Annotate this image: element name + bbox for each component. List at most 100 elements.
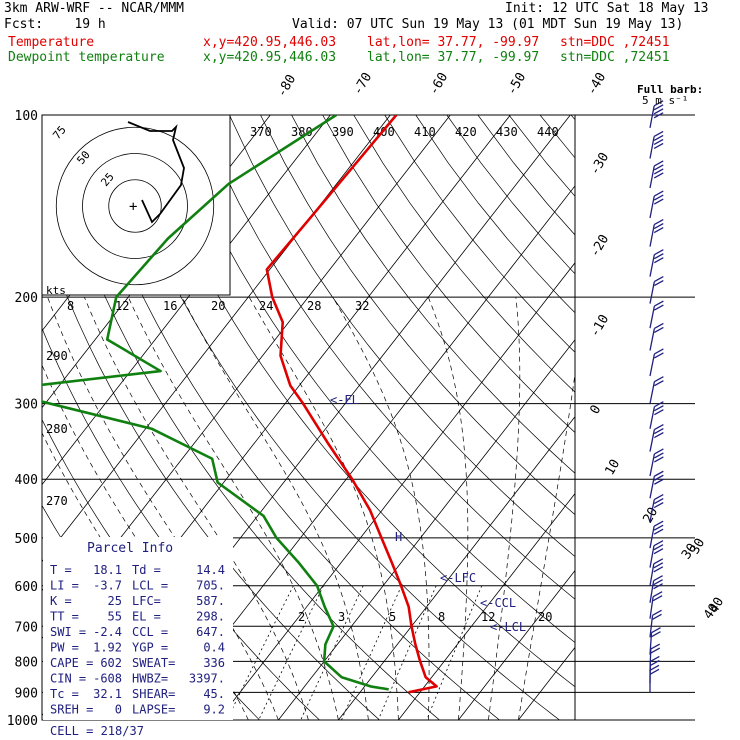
parcel-row-value-2: 0.4 bbox=[203, 641, 225, 655]
wind-barb-flag bbox=[653, 164, 664, 171]
dry-adiabat-line bbox=[198, 115, 575, 600]
hodograph-center-mark: + bbox=[129, 199, 137, 215]
wind-barb bbox=[649, 249, 664, 277]
wind-barb-flag bbox=[654, 280, 664, 287]
wind-barb-flag bbox=[653, 558, 664, 565]
legend-dewpoint-xy: x,y=420.95,446.03 bbox=[203, 50, 337, 65]
moist-adiabat-line bbox=[427, 296, 469, 720]
wind-barb-flag bbox=[653, 520, 664, 527]
isotherm-tick-label: 0 bbox=[587, 403, 604, 417]
theta-e-tick-label: 410 bbox=[414, 125, 436, 139]
legend-dewpoint-latlon: lat,lon= 37.77, -99.97 bbox=[367, 50, 540, 65]
dry-adiabat-line bbox=[260, 115, 575, 516]
parcel-row-label-2: HWBZ= bbox=[132, 672, 168, 686]
wind-barb-flag bbox=[653, 108, 664, 115]
wind-barb-staff bbox=[649, 353, 656, 377]
wind-barb-flag bbox=[653, 583, 663, 590]
full-barb-label: Full barb: bbox=[637, 83, 703, 96]
parcel-row-value: 55 bbox=[108, 610, 122, 624]
wind-barb-flag bbox=[653, 575, 663, 582]
wind-barb-staff bbox=[649, 596, 654, 619]
wind-barb-staff bbox=[649, 254, 655, 277]
wind-barb-flag bbox=[654, 456, 664, 463]
wind-barb bbox=[649, 520, 664, 549]
wind-barb-flag bbox=[653, 528, 664, 535]
wind-barb-flag bbox=[653, 198, 664, 205]
wind-barb-flag bbox=[650, 655, 660, 662]
parcel-marker-label: <-LFC bbox=[440, 571, 476, 585]
wind-barb-flag bbox=[653, 194, 664, 201]
dry-adiabat-line bbox=[135, 115, 575, 688]
wind-barb-flag bbox=[654, 427, 664, 435]
wind-barb-flag bbox=[653, 566, 664, 573]
wind-barb-flag bbox=[653, 104, 664, 111]
parcel-marker-label: <-LCL bbox=[490, 620, 526, 634]
wind-barb-flag bbox=[653, 562, 664, 569]
wind-barb-staff bbox=[649, 328, 656, 351]
dry-adiabat-line bbox=[602, 115, 740, 720]
isotherm-line bbox=[42, 115, 331, 486]
wind-barb-staff bbox=[649, 195, 655, 219]
hodograph-x-tick: 16 bbox=[163, 299, 177, 313]
legend-dewpoint: Dewpoint temperature bbox=[8, 50, 165, 65]
wind-barb bbox=[649, 609, 662, 638]
wind-barb bbox=[649, 160, 664, 189]
theta-e-tick-label: 390 bbox=[332, 125, 354, 139]
parcel-row-label: SWI = bbox=[50, 625, 86, 639]
dry-adiabat-line bbox=[384, 115, 575, 353]
parcel-row-value-2: 587. bbox=[196, 594, 225, 608]
parcel-row-label: Tc = bbox=[50, 687, 79, 701]
wind-barb bbox=[649, 664, 660, 693]
moist-adiabat-line bbox=[488, 297, 521, 720]
theta-e-tick-label: 420 bbox=[455, 125, 477, 139]
wind-barb-flag bbox=[653, 544, 664, 551]
wind-barb-flag bbox=[653, 498, 664, 505]
pressure-tick-label: 1000 bbox=[7, 714, 38, 729]
wind-barb-flag bbox=[653, 134, 664, 142]
parcel-row-value: 602 bbox=[100, 656, 122, 670]
wind-barb-staff bbox=[649, 580, 655, 603]
hodograph-x-tick: 8 bbox=[67, 299, 74, 313]
parcel-row-label-2: SWEAT= bbox=[132, 656, 175, 670]
legend-temperature-xy: x,y=420.95,446.03 bbox=[203, 35, 337, 50]
wind-barb-flag bbox=[654, 352, 664, 359]
isotherm-tick-label: -70 bbox=[350, 70, 375, 98]
wind-barb bbox=[649, 591, 663, 619]
wind-barb-flag bbox=[654, 276, 664, 283]
pressure-tick-label: 200 bbox=[15, 291, 38, 306]
wind-barb-flag bbox=[653, 138, 664, 146]
parcel-row-label: PW = bbox=[50, 641, 79, 655]
parcel-row-label: K = bbox=[50, 594, 72, 608]
wind-barb-flag bbox=[654, 405, 664, 412]
hodograph-x-tick: 28 bbox=[307, 299, 321, 313]
parcel-row-label: CAPE = bbox=[50, 656, 93, 670]
mixing-ratio-line bbox=[226, 585, 294, 720]
parcel-cell-text: CELL = 218/37 bbox=[50, 724, 144, 738]
wind-barb-staff bbox=[649, 305, 656, 329]
hodograph-trace bbox=[127, 121, 185, 224]
parcel-row-label: LI = bbox=[50, 579, 79, 593]
theta-e-tick-label: 440 bbox=[537, 125, 559, 139]
wind-barb-flag bbox=[654, 478, 664, 485]
wind-barb-flag bbox=[654, 423, 664, 431]
theta-tick-label: 270 bbox=[46, 494, 68, 508]
parcel-row-value-2: 3397. bbox=[189, 672, 225, 686]
parcel-row-value: 0 bbox=[115, 703, 122, 717]
dewpoint-line bbox=[42, 115, 389, 691]
dry-adiabat-line bbox=[291, 115, 575, 474]
wind-barb-flag bbox=[649, 668, 660, 675]
moist-adiabat-line bbox=[47, 296, 279, 720]
parcel-row-value: -2.4 bbox=[93, 625, 122, 639]
mixing-ratio-line bbox=[426, 585, 483, 720]
parcel-row-label-2: LAPSE= bbox=[132, 703, 175, 717]
speed-ring-label: 30 bbox=[679, 541, 700, 562]
model-title: 3km ARW-WRF -- NCAR/MMM bbox=[4, 1, 185, 16]
theta-tick-label: 290 bbox=[46, 349, 68, 363]
wind-barb-flag bbox=[654, 300, 664, 307]
isotherm-line bbox=[338, 416, 575, 720]
parcel-row-label-2: EL = bbox=[132, 610, 161, 624]
parcel-marker-label: <-CCL bbox=[480, 596, 516, 610]
parcel-marker-label: <-EL bbox=[330, 393, 359, 407]
wind-barb bbox=[649, 376, 664, 404]
